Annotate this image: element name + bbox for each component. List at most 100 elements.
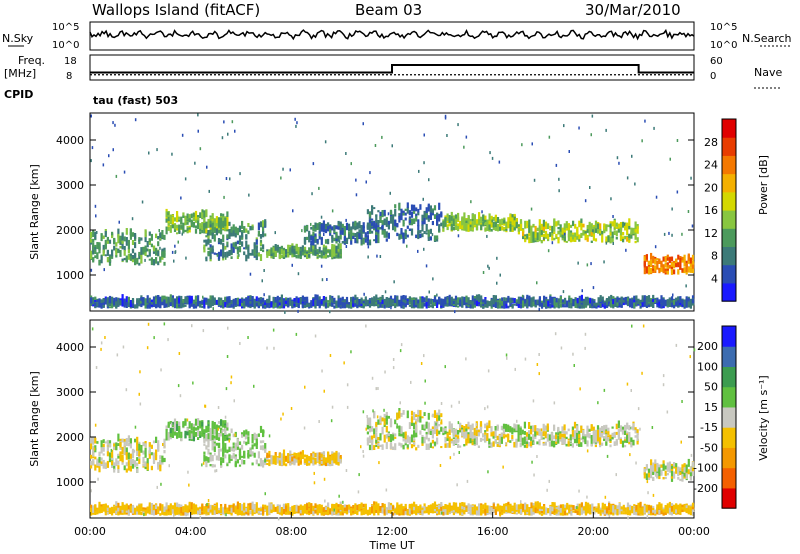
scatter-cell bbox=[322, 225, 325, 233]
scatter-cell bbox=[467, 224, 470, 232]
scatter-cell bbox=[224, 432, 227, 439]
scatter-cell bbox=[184, 215, 187, 219]
scatter-cell bbox=[519, 219, 523, 227]
scatter-cell bbox=[419, 204, 422, 210]
scatter-cell bbox=[339, 249, 342, 255]
scatter-cell bbox=[488, 438, 491, 445]
scatter-cell bbox=[222, 303, 225, 308]
scatter-cell bbox=[333, 459, 336, 464]
scatter-cell bbox=[268, 463, 271, 467]
scatter-cell bbox=[169, 218, 172, 224]
scatter-cell bbox=[664, 256, 667, 262]
scatter-cell bbox=[108, 443, 112, 448]
scatter-cell bbox=[368, 423, 372, 430]
scatter-cell bbox=[375, 214, 378, 217]
scatter-cell bbox=[634, 435, 637, 438]
scatter-cell bbox=[398, 203, 401, 211]
scatter-cell bbox=[444, 443, 447, 448]
scatter-cell bbox=[188, 227, 191, 230]
scatter-cell bbox=[528, 295, 531, 304]
scatter-cell bbox=[580, 442, 583, 447]
scatter-cell bbox=[675, 258, 678, 264]
scatter-cell bbox=[542, 423, 545, 432]
scatter-cell bbox=[511, 439, 514, 441]
scatter-cell bbox=[92, 505, 95, 513]
scatter-cell bbox=[259, 234, 263, 239]
scatter-cell bbox=[226, 244, 229, 248]
nsky-series bbox=[89, 28, 695, 41]
scatter-cell bbox=[385, 442, 388, 450]
colorbar-tick-label: 20 bbox=[704, 181, 718, 194]
scatter-cell bbox=[450, 440, 453, 444]
noise-cell bbox=[363, 292, 365, 296]
scatter-cell bbox=[331, 226, 334, 231]
scatter-cell bbox=[245, 234, 248, 240]
scatter-cell bbox=[557, 305, 560, 309]
scatter-cell bbox=[643, 267, 646, 275]
scatter-cell bbox=[440, 421, 443, 425]
scatter-cell bbox=[423, 428, 426, 431]
noise-cell bbox=[487, 264, 489, 268]
scatter-cell bbox=[106, 505, 109, 510]
scatter-cell bbox=[494, 429, 497, 437]
scatter-cell bbox=[658, 469, 661, 474]
scatter-cell bbox=[194, 431, 198, 437]
scatter-cell bbox=[102, 235, 105, 239]
scatter-cell bbox=[368, 435, 372, 444]
scatter-cell bbox=[131, 302, 135, 309]
scatter-cell bbox=[525, 432, 529, 440]
scatter-cell bbox=[547, 223, 550, 229]
scatter-cell bbox=[234, 232, 237, 238]
scatter-cell bbox=[280, 254, 283, 259]
scatter-cell bbox=[329, 458, 332, 466]
scatter-cell bbox=[615, 439, 618, 444]
scatter-cell bbox=[123, 236, 126, 242]
scatter-cell bbox=[295, 250, 298, 254]
scatter-cell bbox=[421, 441, 424, 446]
noise-cell bbox=[295, 124, 297, 128]
scatter-cell bbox=[578, 434, 581, 439]
scatter-cell bbox=[161, 460, 164, 465]
scatter-cell bbox=[492, 304, 495, 308]
scatter-cell bbox=[236, 297, 239, 305]
scatter-cell bbox=[213, 218, 216, 226]
noise-cell bbox=[206, 165, 208, 169]
scatter-cell bbox=[278, 305, 281, 309]
scatter-cell bbox=[371, 443, 374, 451]
scatter-cell bbox=[599, 295, 602, 302]
nsearch-label: N.Search bbox=[742, 32, 792, 45]
scatter-cell bbox=[559, 230, 562, 237]
scatter-cell bbox=[272, 455, 275, 464]
scatter-cell bbox=[238, 299, 242, 303]
scatter-cell bbox=[612, 305, 615, 309]
scatter-cell bbox=[538, 238, 541, 242]
scatter-cell bbox=[691, 469, 695, 477]
scatter-cell bbox=[368, 226, 372, 232]
scatter-cell bbox=[593, 301, 596, 307]
scatter-cell bbox=[555, 221, 558, 227]
scatter-cell bbox=[163, 299, 166, 303]
scatter-cell bbox=[524, 236, 527, 239]
scatter-cell bbox=[530, 438, 533, 443]
scatter-cell bbox=[155, 303, 158, 309]
scatter-cell bbox=[318, 455, 321, 460]
scatter-cell bbox=[264, 458, 267, 463]
scatter-cell bbox=[186, 213, 189, 219]
scatter-cell bbox=[217, 433, 221, 438]
scatter-cell bbox=[658, 471, 661, 477]
scatter-cell bbox=[632, 439, 635, 446]
scatter-cell bbox=[511, 300, 514, 303]
scatter-cell bbox=[614, 298, 617, 306]
nsearch-tick-bottom: 10^0 bbox=[710, 40, 737, 51]
scatter-cell bbox=[452, 428, 455, 436]
scatter-cell bbox=[104, 513, 107, 516]
scatter-cell bbox=[205, 297, 208, 303]
scatter-cell bbox=[157, 444, 160, 452]
scatter-cell bbox=[557, 435, 560, 444]
scatter-cell bbox=[194, 427, 198, 431]
scatter-cell bbox=[423, 436, 426, 442]
scatter-cell bbox=[100, 233, 103, 239]
noise-cell bbox=[676, 190, 679, 194]
